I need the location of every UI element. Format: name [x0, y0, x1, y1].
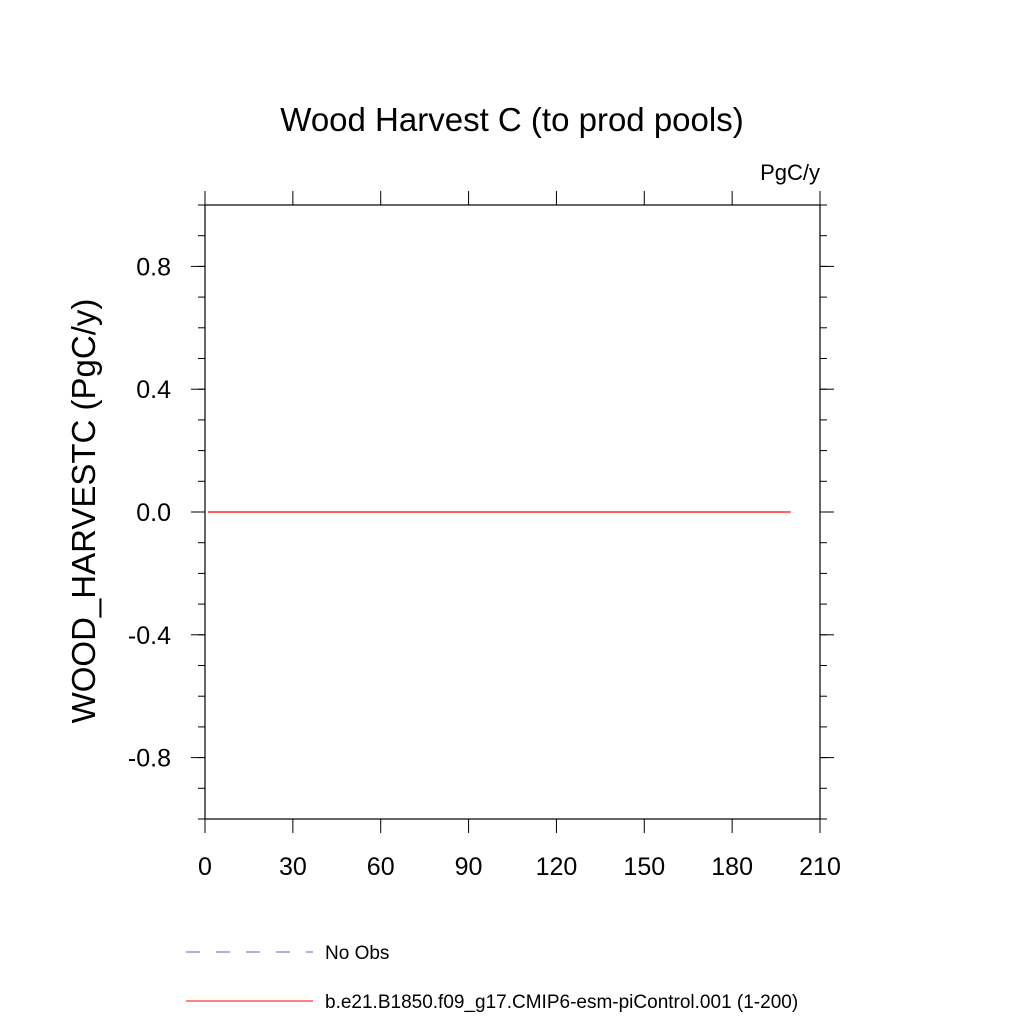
- units-label: PgC/y: [760, 160, 820, 185]
- y-tick-label: -0.8: [128, 745, 171, 773]
- y-tick-label: 0.4: [136, 376, 171, 404]
- x-tick-label: 90: [455, 853, 483, 881]
- x-tick-label: 120: [536, 853, 578, 881]
- legend: No Obs b.e21.B1850.f09_g17.CMIP6-esm-piCo…: [186, 943, 798, 1013]
- y-tick-label: 0.0: [136, 499, 171, 527]
- legend-label-0: No Obs: [325, 943, 389, 964]
- x-tick-label: 180: [711, 853, 753, 881]
- chart-title: Wood Harvest C (to prod pools): [280, 101, 743, 138]
- x-tick-label: 30: [279, 853, 307, 881]
- legend-label-1: b.e21.B1850.f09_g17.CMIP6-esm-piControl.…: [325, 992, 798, 1013]
- x-tick-label: 150: [623, 853, 665, 881]
- x-tick-label: 210: [799, 853, 841, 881]
- plot-area: 0 30 60 90 120 150 180 210 -0.8 -0.4 0.0 0.4 0.8: [128, 191, 841, 881]
- y-tick-label: -0.4: [128, 622, 171, 650]
- x-tick-label: 0: [198, 853, 212, 881]
- x-tick-label: 60: [367, 853, 395, 881]
- y-axis-label: WOOD_HARVESTC (PgC/y): [65, 299, 102, 724]
- y-tick-label: 0.8: [136, 253, 171, 281]
